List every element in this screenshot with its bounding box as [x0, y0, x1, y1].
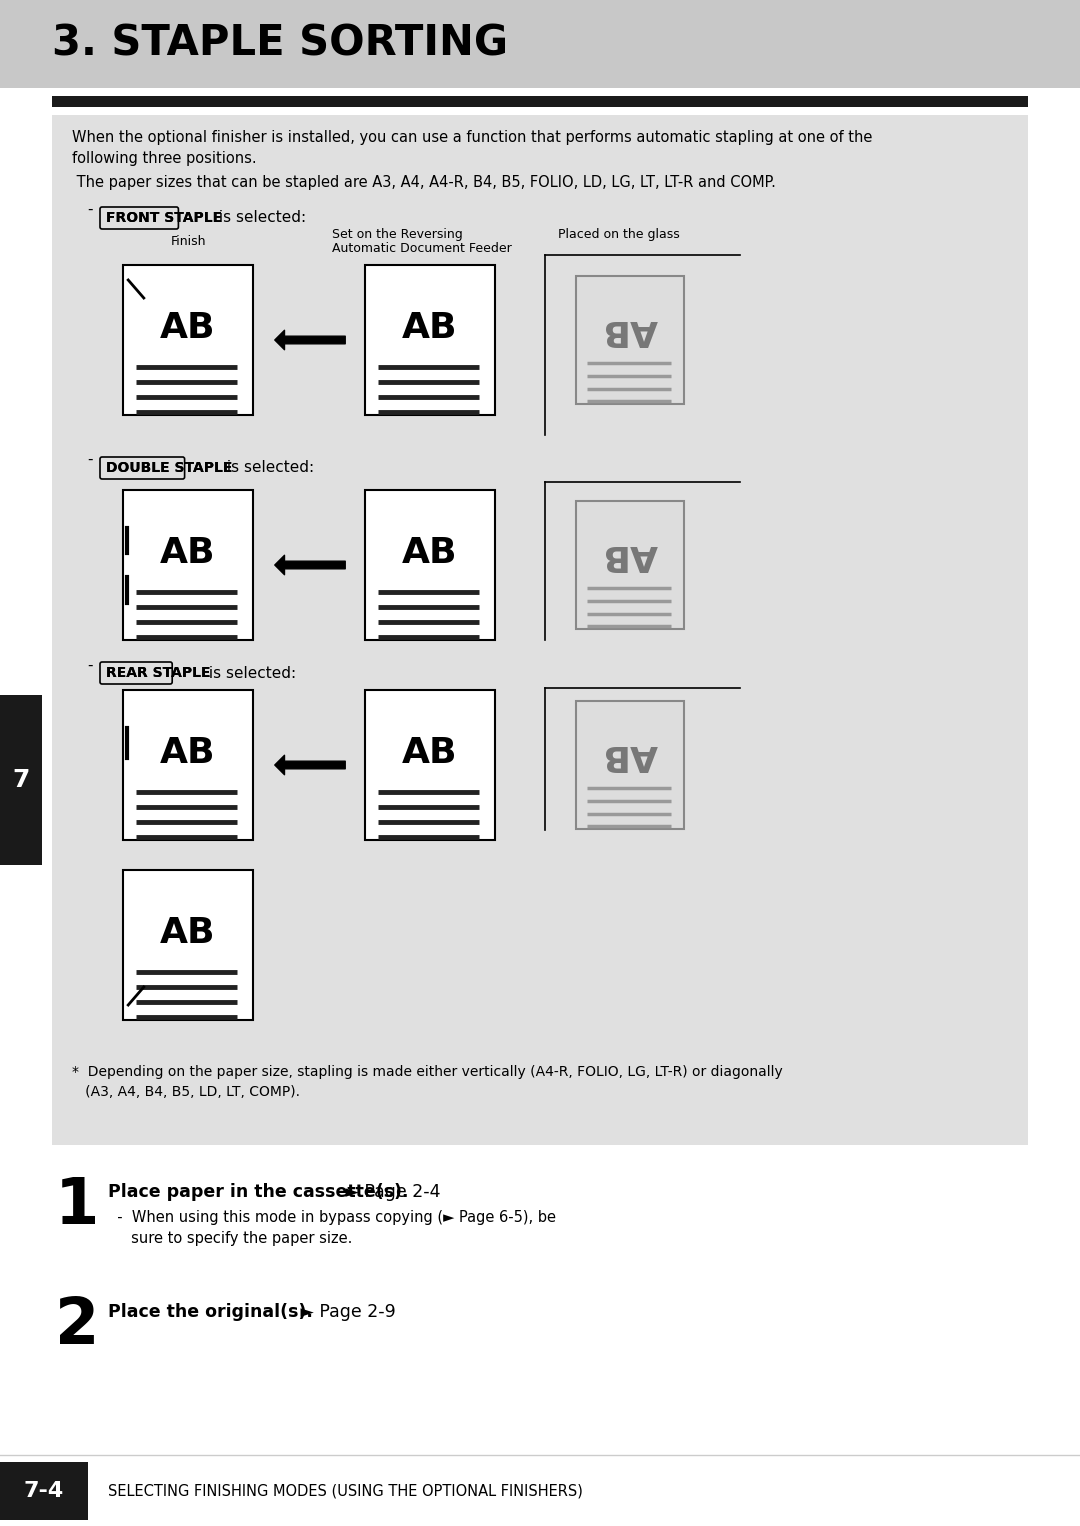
- Bar: [52, 96, 1028, 107]
- Text: AB: AB: [603, 537, 658, 572]
- Bar: [123, 490, 253, 639]
- Text: AB: AB: [402, 536, 458, 571]
- Text: AB: AB: [160, 736, 216, 771]
- Text: *  Depending on the paper size, stapling is made either vertically (A4-R, FOLIO,: * Depending on the paper size, stapling …: [72, 1065, 783, 1099]
- Text: -  When using this mode in bypass copying (► Page 6-5), be
     sure to specify : - When using this mode in bypass copying…: [108, 1210, 556, 1247]
- Text: is selected:: is selected:: [214, 211, 306, 226]
- Text: -: -: [87, 658, 104, 673]
- Text: DOUBLE STAPLE: DOUBLE STAPLE: [106, 461, 232, 475]
- Text: 3. STAPLE SORTING: 3. STAPLE SORTING: [52, 23, 508, 66]
- Text: REAR STAPLE: REAR STAPLE: [106, 665, 211, 681]
- Text: AB: AB: [160, 311, 216, 345]
- Text: ► Page 2-9: ► Page 2-9: [295, 1303, 395, 1322]
- Text: FRONT STAPLE: FRONT STAPLE: [106, 211, 222, 224]
- Text: SELECTING FINISHING MODES (USING THE OPTIONAL FINISHERS): SELECTING FINISHING MODES (USING THE OPT…: [108, 1483, 583, 1499]
- Bar: [576, 276, 684, 404]
- Bar: [0, 0, 1080, 89]
- Text: Place the original(s).: Place the original(s).: [108, 1303, 313, 1322]
- Bar: [0, 694, 42, 865]
- Text: Place paper in the cassette(s).: Place paper in the cassette(s).: [108, 1183, 408, 1201]
- Text: DOUBLE STAPLE: DOUBLE STAPLE: [106, 461, 232, 475]
- Text: FRONT STAPLE: FRONT STAPLE: [106, 211, 222, 224]
- Text: AB: AB: [160, 916, 216, 951]
- Text: AB: AB: [160, 536, 216, 571]
- Text: Placed on the glass: Placed on the glass: [558, 227, 679, 241]
- Text: 1: 1: [55, 1175, 99, 1238]
- Text: AB: AB: [603, 737, 658, 772]
- Bar: [365, 690, 495, 839]
- Bar: [0, 1454, 1080, 1526]
- Text: The paper sizes that can be stapled are A3, A4, A4-R, B4, B5, FOLIO, LD, LG, LT,: The paper sizes that can be stapled are …: [72, 175, 775, 191]
- Bar: [576, 501, 684, 629]
- Text: 7-4: 7-4: [24, 1482, 64, 1502]
- FancyBboxPatch shape: [100, 456, 185, 479]
- Text: 2: 2: [55, 1296, 99, 1357]
- Bar: [123, 870, 253, 1019]
- Text: is selected:: is selected:: [222, 461, 314, 476]
- Text: ► Page 2-4: ► Page 2-4: [340, 1183, 441, 1201]
- Text: REAR STAPLE: REAR STAPLE: [106, 665, 211, 681]
- Text: 7: 7: [12, 768, 29, 792]
- Text: AB: AB: [402, 311, 458, 345]
- FancyBboxPatch shape: [100, 662, 172, 684]
- Text: AB: AB: [603, 313, 658, 346]
- Text: Set on the Reversing: Set on the Reversing: [332, 227, 462, 241]
- Bar: [123, 266, 253, 415]
- Bar: [0, 1462, 87, 1520]
- FancyBboxPatch shape: [100, 208, 178, 229]
- Text: is selected:: is selected:: [204, 665, 296, 681]
- Text: Automatic Document Feeder: Automatic Document Feeder: [332, 243, 512, 255]
- Bar: [576, 700, 684, 829]
- Text: Finish: Finish: [171, 235, 206, 249]
- Text: AB: AB: [402, 736, 458, 771]
- Bar: [52, 114, 1028, 1144]
- Text: -: -: [87, 203, 104, 218]
- Text: -: -: [87, 453, 104, 467]
- Text: When the optional finisher is installed, you can use a function that performs au: When the optional finisher is installed,…: [72, 130, 873, 166]
- Bar: [365, 490, 495, 639]
- Bar: [123, 690, 253, 839]
- Bar: [365, 266, 495, 415]
